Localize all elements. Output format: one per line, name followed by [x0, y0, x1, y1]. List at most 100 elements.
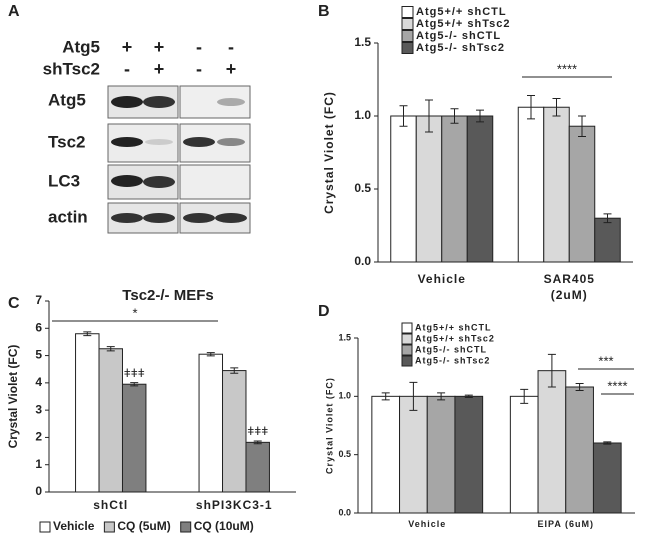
bar [390, 115, 417, 263]
bar-chart: 0.0 0.5 1.0 1.5 Crystal Violet (FC) Vehicle SA… [322, 6, 633, 302]
bar [509, 395, 539, 514]
bar-chart: 0.0 0.5 1.0 1.5 Crystal Violet (FC) Vehicle EI… [324, 322, 635, 529]
x-tick-label-box: shPI3KC3-1 [195, 498, 273, 512]
bar [517, 106, 545, 263]
x-tick-label: shCtl [93, 498, 129, 512]
bar-chart: 0 1 2 3 4 5 6 7 Crystal Violet (FC) Tsc2-/- MEFs s… [6, 287, 296, 533]
bar [568, 125, 596, 263]
legend-swatch [103, 521, 115, 533]
x-tick-label-box: SAR405 (2uM) [544, 272, 594, 302]
x-tick-label: EIPA (6uM) [537, 519, 594, 529]
band [183, 213, 215, 223]
x-tick-label-box: Vehicle [408, 519, 447, 529]
legend-label: CQ (5uM) [117, 519, 170, 533]
legend-label: Atg5-/- shTsc2 [416, 42, 505, 54]
x-tick-label-box: EIPA (6uM) [537, 519, 594, 529]
blot-sign: - [196, 37, 202, 57]
error-bar [450, 108, 459, 124]
blot-sign: - [228, 37, 234, 57]
y-tick-label: 6 [35, 320, 42, 334]
bar [415, 115, 443, 263]
bar [222, 370, 247, 493]
y-tick-label: 5 [35, 348, 42, 362]
chart-title: Tsc2-/- MEFs [122, 287, 213, 304]
error-bar [381, 392, 390, 401]
error-bar [476, 109, 484, 123]
bar [198, 353, 224, 493]
bar [121, 383, 147, 493]
y-tick-label: 1.0 [354, 108, 371, 122]
band [215, 213, 247, 223]
panel-label: A [8, 3, 20, 20]
y-tick-label: 1.5 [354, 35, 371, 49]
blot-row-label: actin [48, 207, 88, 226]
blot-sign: + [122, 37, 133, 57]
panel-label: C [8, 295, 20, 312]
error-bar [206, 352, 215, 357]
annotation: * [132, 305, 137, 320]
y-tick-label: 1.0 [338, 391, 351, 401]
x-tick-label-box: shCtl [93, 498, 129, 512]
legend-label: Atg5+/+ shTsc2 [415, 333, 495, 343]
blot-row-label: LC3 [48, 171, 80, 190]
band [145, 139, 173, 145]
legend-label: Atg5-/- shTsc2 [415, 355, 490, 365]
legend-label: Atg5+/+ shTsc2 [416, 18, 511, 30]
x-tick-label: Vehicle [408, 519, 447, 529]
error-bar [552, 97, 561, 117]
x-tick-label: shPI3KC3-1 [195, 498, 273, 512]
y-tick-label: 2 [35, 430, 42, 444]
blot-sign: + [154, 59, 165, 79]
blot-box [179, 164, 251, 200]
band [111, 137, 143, 147]
legend-swatch [401, 333, 413, 345]
band [217, 138, 245, 146]
blot-row-label: Tsc2 [48, 132, 86, 151]
blot-sign: - [196, 59, 202, 79]
bar [543, 106, 570, 263]
y-tick-label: 4 [35, 375, 42, 389]
bar [245, 441, 270, 493]
legend-swatch [401, 355, 413, 367]
significance-marker: ǂǂǂ [124, 366, 145, 380]
error-bar [575, 383, 584, 391]
error-bar [464, 394, 473, 398]
error-bar [230, 367, 239, 374]
blot-sign: + [226, 59, 237, 79]
legend-swatch [180, 521, 192, 533]
bar [594, 217, 621, 263]
legend-label: CQ (10uM) [194, 519, 254, 533]
legend-swatch [401, 344, 413, 356]
y-axis-label: Crystal Violet (FC) [6, 345, 20, 449]
y-tick-label: 1.5 [338, 332, 351, 342]
band [111, 213, 143, 223]
y-axis-label: Crystal Violet (FC) [324, 377, 334, 474]
band [183, 137, 215, 147]
error-bar [399, 105, 408, 127]
blot-sign: + [154, 37, 165, 57]
legend-label: Atg5+/+ shCTL [415, 322, 492, 332]
bar [98, 348, 123, 493]
y-tick-label: 0.0 [354, 254, 371, 268]
blot-condition-label: shTsc2 [43, 59, 100, 78]
bar [441, 115, 468, 263]
bar [466, 115, 494, 263]
y-tick-label: 0.0 [338, 507, 351, 517]
error-bar [603, 213, 612, 224]
legend-label: Atg5-/- shCTL [416, 30, 501, 42]
error-bar [130, 382, 139, 387]
annotation: **** [607, 378, 627, 393]
blot-row-label: Atg5 [48, 90, 86, 109]
blot-condition-label: Atg5 [62, 37, 100, 56]
error-bar [425, 99, 433, 133]
panel-label: B [318, 3, 330, 20]
legend-label: Vehicle [53, 519, 95, 533]
bar [537, 370, 567, 514]
legend-swatch [39, 521, 51, 533]
error-bar [527, 95, 535, 120]
western-blot [107, 85, 251, 234]
legend-swatch [401, 18, 414, 30]
significance-marker: ǂǂǂ [247, 424, 268, 438]
error-bar [253, 440, 262, 445]
